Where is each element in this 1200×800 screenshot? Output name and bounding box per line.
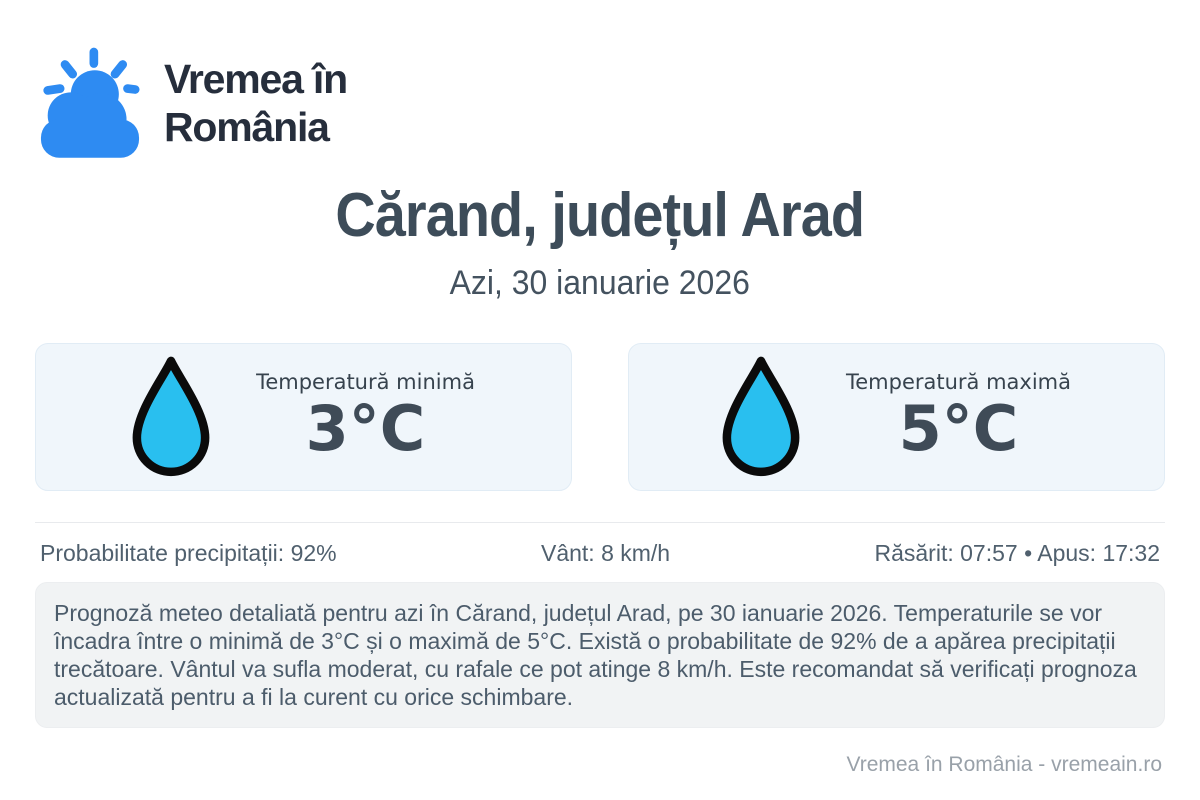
stats-divider — [35, 522, 1165, 523]
min-temperature-card: Temperatură minimă 3°C — [35, 343, 572, 491]
max-temperature-card: Temperatură maximă 5°C — [628, 343, 1165, 491]
wind-speed: Vânt: 8 km/h — [540, 540, 671, 566]
max-temperature-label: Temperatură maximă — [845, 370, 1072, 395]
sun-cloud-icon — [40, 47, 140, 158]
min-temperature-label: Temperatură minimă — [256, 370, 475, 395]
footer-credit: Vremea în România - vremeain.ro — [846, 753, 1162, 776]
water-drop-icon — [132, 356, 210, 477]
page-title: Cărand, județul Arad — [335, 181, 866, 250]
forecast-description: Prognoză meteo detaliată pentru azi în C… — [35, 582, 1165, 728]
precipitation-probability: Probabilitate precipitații: 92% — [40, 540, 337, 566]
brand-name-line2: România — [164, 103, 330, 150]
water-drop-icon — [722, 356, 800, 477]
max-temperature-value: 5°C — [898, 392, 1019, 466]
brand-logo: Vremea în România — [40, 44, 348, 160]
min-temperature-value: 3°C — [305, 392, 426, 466]
temperature-cards: Temperatură minimă 3°C Temperatură maxim… — [35, 343, 1165, 491]
sunrise-sunset: Răsărit: 07:57 • Apus: 17:32 — [874, 540, 1160, 566]
brand-name-line1: Vremea în — [164, 56, 348, 102]
page-date: Azi, 30 ianuarie 2026 — [449, 264, 751, 302]
brand-name: Vremea în România — [164, 44, 348, 152]
stats-row: Probabilitate precipitații: 92% Vânt: 8 … — [40, 540, 1160, 567]
